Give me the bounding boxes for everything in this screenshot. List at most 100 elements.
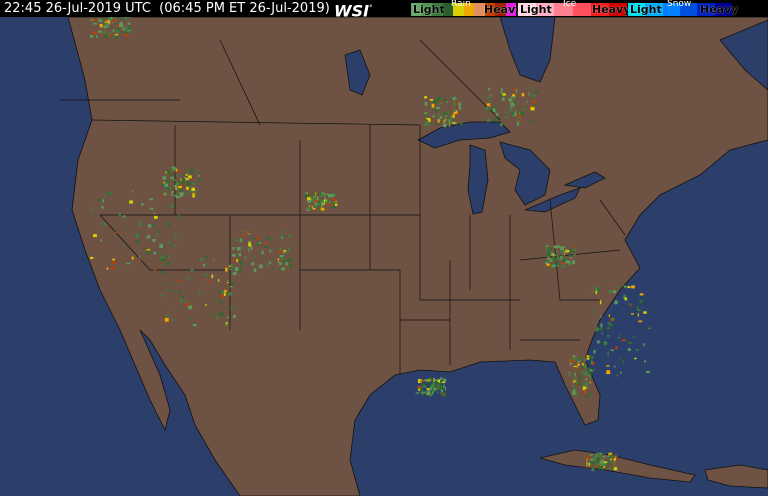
radar-echo: [269, 249, 272, 253]
ice-light-label: Light: [520, 3, 552, 16]
radar-echo: [112, 29, 115, 32]
radar-echo: [107, 24, 110, 26]
radar-echo: [314, 202, 318, 206]
radar-echo: [195, 190, 198, 193]
radar-echo: [488, 87, 490, 91]
radar-echo: [138, 255, 140, 259]
radar-echo: [194, 193, 197, 196]
radar-echo: [569, 361, 572, 365]
radar-echo: [321, 192, 324, 195]
radar-echo: [576, 366, 578, 368]
radar-echo: [181, 295, 184, 298]
radar-echo: [433, 100, 437, 104]
radar-echo: [577, 368, 579, 371]
radar-echo: [447, 107, 449, 112]
radar-echo: [533, 103, 537, 106]
radar-echo: [500, 91, 503, 94]
radar-echo: [312, 193, 316, 197]
radar-echo: [611, 317, 615, 320]
radar-echo: [606, 365, 610, 367]
radar-echo: [589, 454, 593, 456]
radar-echo: [509, 98, 512, 102]
radar-echo: [598, 463, 600, 467]
radar-echo: [175, 181, 180, 185]
radar-echo: [170, 243, 172, 247]
radar-echo: [218, 278, 220, 282]
radar-echo: [612, 290, 617, 294]
radar-echo: [174, 185, 178, 187]
radar-echo: [186, 186, 189, 190]
radar-echo: [443, 123, 447, 128]
radar-echo: [517, 116, 521, 119]
rain-legend-swatch: [411, 3, 422, 16]
snow-legend-swatch: [662, 3, 680, 16]
radar-echo: [494, 110, 497, 112]
radar-echo: [557, 245, 560, 248]
radar-echo: [261, 250, 264, 255]
radar-echo: [438, 102, 443, 105]
radar-echo: [324, 207, 326, 209]
radar-echo: [502, 93, 506, 96]
radar-echo: [547, 250, 550, 253]
land: [67, 16, 768, 496]
radar-echo: [118, 213, 121, 217]
radar-echo: [228, 265, 231, 267]
radar-echo: [646, 370, 650, 373]
radar-echo: [578, 374, 581, 378]
radar-echo: [545, 255, 548, 257]
radar-echo: [450, 108, 452, 110]
radar-echo: [100, 18, 104, 21]
radar-echo: [199, 178, 203, 182]
radar-echo: [129, 200, 133, 204]
radar-echo: [115, 16, 117, 21]
radar-echo: [125, 26, 129, 29]
radar-echo: [550, 252, 553, 256]
radar-echo: [166, 222, 170, 227]
radar-echo: [586, 387, 590, 390]
radar-echo: [234, 267, 239, 271]
radar-echo: [452, 97, 456, 101]
radar-echo: [487, 96, 491, 99]
radar-echo: [219, 300, 223, 304]
radar-echo: [627, 303, 631, 306]
radar-echo: [437, 97, 441, 101]
radar-echo: [330, 194, 335, 197]
radar-echo: [170, 176, 174, 180]
radar-echo: [549, 260, 553, 262]
radar-echo: [569, 357, 574, 359]
radar-echo: [288, 258, 293, 263]
radar-echo: [266, 237, 269, 240]
radar-echo: [534, 90, 538, 94]
radar-echo: [122, 17, 125, 20]
radar-echo: [164, 317, 169, 322]
radar-echo: [152, 239, 156, 242]
radar-echo: [573, 253, 576, 256]
radar-echo: [320, 193, 325, 197]
radar-echo: [592, 310, 594, 313]
radar-echo: [272, 258, 274, 260]
radar-echo: [428, 377, 432, 381]
radar-echo: [591, 467, 595, 472]
radar-echo: [279, 235, 283, 238]
radar-echo: [206, 281, 211, 283]
radar-echo: [155, 233, 159, 236]
radar-echo: [187, 191, 189, 196]
inland-water: [344, 16, 768, 215]
radar-echo: [305, 192, 308, 195]
radar-echo: [119, 23, 123, 28]
radar-echo: [600, 323, 603, 328]
radar-echo: [227, 279, 229, 281]
radar-echo: [123, 215, 126, 218]
radar-echo: [596, 452, 599, 455]
radar-echo: [135, 233, 140, 238]
radar-echo: [112, 260, 116, 265]
radar-echo: [305, 194, 309, 198]
radar-echo: [287, 247, 290, 252]
radar-echo: [418, 388, 421, 391]
radar-echo: [588, 367, 590, 372]
radar-echo: [106, 267, 109, 270]
radar-echo: [213, 259, 215, 262]
radar-echo: [494, 118, 498, 122]
radar-echo: [93, 22, 98, 25]
